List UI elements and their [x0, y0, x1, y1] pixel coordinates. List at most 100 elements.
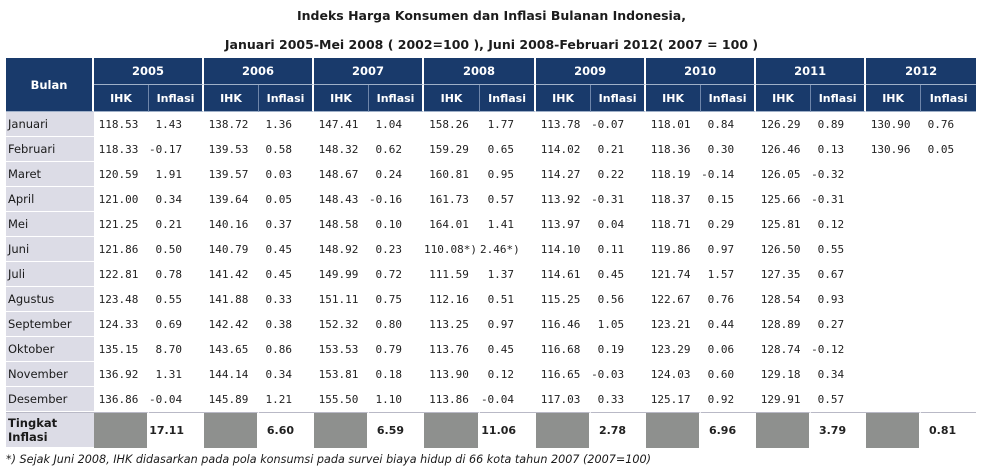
inflasi-cell: 0.65 — [487, 143, 515, 156]
table-row: Oktober 135.15 8.70 143.65 0.86 153.53 0.79 113… — [6, 337, 976, 362]
inflasi-cell: 0.27 — [817, 318, 845, 331]
inflasi-cell: 0.78 — [155, 268, 183, 281]
ihk-cell: 158.26 — [429, 118, 469, 131]
ihk-cell — [866, 237, 921, 262]
ihk-cell: 114.10 — [540, 243, 581, 256]
ihk-cell: 124.03 — [650, 368, 691, 381]
ihk-cell: 125.17 — [650, 393, 691, 406]
header-ihk: IHK — [94, 85, 149, 112]
ihk-cell: 148.43 — [318, 193, 359, 206]
ihk-cell: 129.18 — [760, 368, 801, 381]
ihk-cell: 118.33 — [98, 143, 139, 156]
inflasi-cell: 0.11 — [597, 243, 625, 256]
inflasi-cell: 0.05 — [265, 193, 293, 206]
ihk-cell: 151.11 — [318, 293, 359, 306]
header-year: 2005 — [94, 58, 205, 85]
inflasi-cell — [921, 187, 976, 212]
inflasi-cell: 0.29 — [707, 218, 735, 231]
ihk-cell: 145.89 — [208, 393, 249, 406]
inflasi-cell — [921, 287, 976, 312]
inflasi-cell: 0.51 — [487, 293, 515, 306]
ihk-cell: 111.59 — [429, 268, 469, 281]
header-inflasi: Inflasi — [701, 85, 757, 112]
month-label: Juli — [6, 262, 94, 287]
header-year: 2011 — [756, 58, 867, 85]
inflasi-cell: 0.45 — [597, 268, 625, 281]
inflasi-cell: 0.86 — [265, 343, 293, 356]
total-inflation-value: 6.96 — [701, 412, 757, 448]
inflasi-cell: 1.37 — [487, 268, 515, 281]
ihk-cell — [866, 387, 921, 412]
header-year: 2006 — [204, 58, 315, 85]
ihk-cell: 148.67 — [318, 168, 359, 181]
ihk-cell — [866, 287, 921, 312]
table-row: Maret 120.59 1.91 139.57 0.03 148.67 0.24 160.8… — [6, 162, 976, 187]
ihk-cell: 113.97 — [540, 218, 581, 231]
inflation-table: Bulan 2005 2006 2007 2008 2009 2010 2011… — [6, 58, 977, 448]
header-ihk: IHK — [536, 85, 592, 112]
header-bulan: Bulan — [6, 58, 94, 112]
inflasi-cell: 0.56 — [597, 293, 625, 306]
header-year: 2008 — [424, 58, 537, 85]
inflasi-cell: 0.33 — [265, 293, 293, 306]
table-row: Agustus 123.48 0.55 141.88 0.33 151.11 0.75 112… — [6, 287, 976, 312]
month-label: April — [6, 187, 94, 212]
ihk-cell: 152.32 — [318, 318, 359, 331]
inflasi-cell: 0.33 — [597, 393, 625, 406]
inflasi-cell: 0.72 — [375, 268, 403, 281]
total-inflation-value: 11.06 — [480, 412, 537, 448]
inflasi-cell: 0.22 — [597, 168, 625, 181]
ihk-cell: 130.90 — [870, 118, 911, 131]
header-ihk: IHK — [314, 85, 370, 112]
ihk-cell: 128.74 — [760, 343, 801, 356]
ihk-cell: 136.92 — [98, 368, 139, 381]
table-row: November 136.92 1.31 144.14 0.34 153.81 0.18 11… — [6, 362, 976, 387]
inflasi-cell: 0.34 — [817, 368, 845, 381]
inflasi-cell — [921, 387, 976, 412]
inflasi-cell: -0.04 — [480, 393, 515, 406]
ihk-cell: 160.81 — [429, 168, 469, 181]
ihk-cell: 136.86 — [98, 393, 139, 406]
total-blank-cell — [646, 412, 702, 448]
ihk-cell: 120.59 — [98, 168, 139, 181]
ihk-cell — [866, 337, 921, 362]
total-blank-cell — [204, 412, 260, 448]
header-ihk: IHK — [204, 85, 260, 112]
ihk-cell — [866, 262, 921, 287]
month-label: Juni — [6, 237, 94, 262]
ihk-cell — [866, 162, 921, 187]
ihk-cell: 148.58 — [318, 218, 359, 231]
inflasi-cell: 0.13 — [817, 143, 845, 156]
inflasi-cell — [921, 262, 976, 287]
total-blank-cell — [94, 412, 149, 448]
inflasi-cell: 0.58 — [265, 143, 293, 156]
ihk-cell: 130.96 — [870, 143, 911, 156]
inflasi-cell: -0.07 — [591, 118, 625, 131]
inflasi-cell: 8.70 — [155, 343, 183, 356]
total-inflation-value: 6.59 — [369, 412, 425, 448]
inflasi-cell: 0.93 — [817, 293, 845, 306]
inflasi-cell: 0.75 — [375, 293, 403, 306]
inflasi-cell — [921, 362, 976, 387]
inflasi-cell: 0.69 — [155, 318, 183, 331]
total-blank-cell — [756, 412, 812, 448]
month-label: Februari — [6, 137, 94, 162]
inflasi-cell: 0.45 — [265, 243, 293, 256]
total-blank-cell — [866, 412, 922, 448]
inflasi-cell: 0.44 — [707, 318, 735, 331]
inflasi-cell: 0.05 — [927, 143, 955, 156]
header-year: 2012 — [866, 58, 977, 85]
inflasi-cell: 1.04 — [375, 118, 403, 131]
inflasi-cell: 1.10 — [375, 393, 403, 406]
ihk-cell: 114.02 — [540, 143, 581, 156]
ihk-cell: 148.92 — [318, 243, 359, 256]
footnote: *) Sejak Juni 2008, IHK didasarkan pada … — [6, 453, 651, 466]
total-row: Tingkat Inflasi 17.11 6.60 6.59 11.06 2.78 6.9… — [6, 412, 977, 448]
inflasi-cell: 0.60 — [707, 368, 735, 381]
ihk-cell: 114.27 — [540, 168, 581, 181]
ihk-cell: 148.32 — [318, 143, 359, 156]
header-inflasi: Inflasi — [811, 85, 867, 112]
header-year: 2007 — [314, 58, 425, 85]
ihk-cell: 140.16 — [208, 218, 249, 231]
inflasi-cell — [921, 312, 976, 337]
